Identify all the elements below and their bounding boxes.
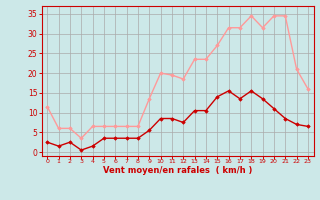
- X-axis label: Vent moyen/en rafales  ( km/h ): Vent moyen/en rafales ( km/h ): [103, 166, 252, 175]
